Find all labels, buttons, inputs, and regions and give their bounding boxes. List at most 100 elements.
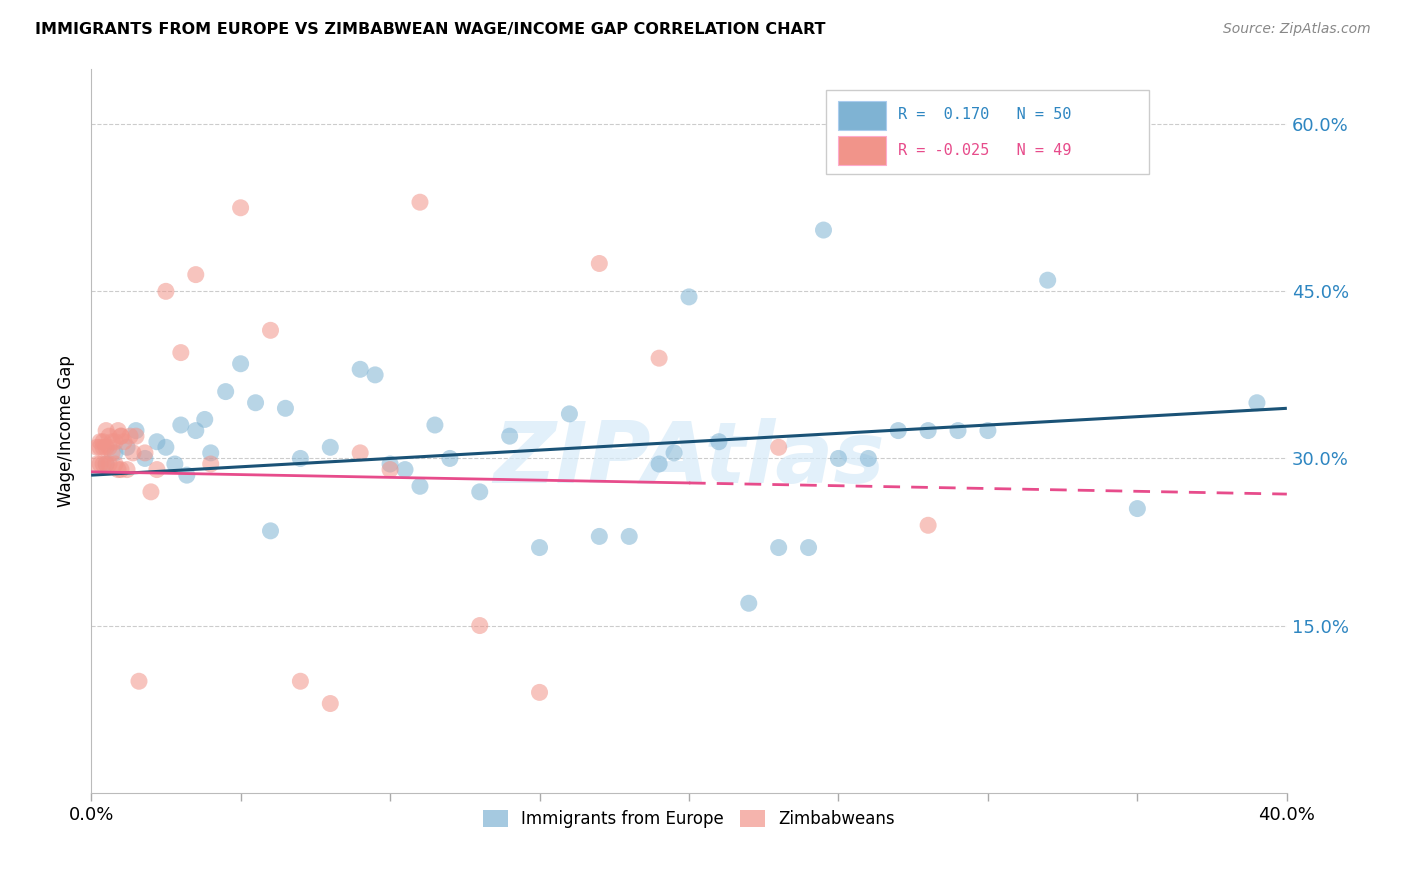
Point [155,440,177,454]
Point [827,451,849,466]
Point [349,362,371,376]
Point [94,457,117,471]
Point [194,412,217,426]
Point [364,368,387,382]
Point [1246,395,1268,409]
Point [768,440,790,454]
Point [110,462,132,476]
Point [678,290,700,304]
Point [648,457,671,471]
Point [394,462,416,476]
Legend: Immigrants from Europe, Zimbabweans: Immigrants from Europe, Zimbabweans [477,804,903,835]
Point [738,596,761,610]
Point [588,256,610,270]
Point [110,429,132,443]
Point [707,434,730,449]
Text: R =  0.170   N = 50: R = 0.170 N = 50 [898,107,1071,121]
Point [946,424,969,438]
Point [101,434,124,449]
Point [259,323,281,337]
Point [139,484,162,499]
Point [200,446,222,460]
Point [170,417,193,432]
Point [1036,273,1059,287]
Point [184,424,207,438]
Point [468,484,491,499]
Point [115,440,138,454]
Point [588,529,610,543]
Point [215,384,238,399]
Point [104,446,127,460]
Point [378,457,401,471]
Point [155,285,177,299]
Point [89,457,111,471]
Point [648,351,671,366]
Point [813,223,835,237]
Point [86,440,108,454]
Point [98,429,121,443]
Point [118,429,141,443]
Point [797,541,820,555]
Point [170,345,193,359]
Point [319,697,342,711]
Point [104,434,127,449]
Text: Source: ZipAtlas.com: Source: ZipAtlas.com [1223,22,1371,37]
Point [125,424,148,438]
Point [409,195,432,210]
Point [229,357,252,371]
Point [134,446,156,460]
Point [94,440,117,454]
Point [768,541,790,555]
Point [86,457,108,471]
Point [259,524,281,538]
Point [977,424,1000,438]
Point [91,434,114,449]
Point [529,685,551,699]
Point [176,468,198,483]
Point [110,429,132,443]
Y-axis label: Wage/Income Gap: Wage/Income Gap [58,355,75,507]
Point [98,457,121,471]
Text: R = -0.025   N = 49: R = -0.025 N = 49 [898,143,1071,158]
Point [89,434,111,449]
Point [423,417,446,432]
Point [104,457,127,471]
Point [319,440,342,454]
Point [94,457,117,471]
Point [274,401,297,416]
Point [439,451,461,466]
Point [529,541,551,555]
Point [89,440,111,454]
Point [134,451,156,466]
Text: ZIPAtlas: ZIPAtlas [494,418,884,501]
Point [163,457,186,471]
Point [245,395,267,409]
FancyBboxPatch shape [827,90,1149,174]
Point [146,462,169,476]
Point [378,462,401,476]
Point [101,446,124,460]
Point [98,440,121,454]
Point [122,446,145,460]
Point [858,451,880,466]
Point [349,446,371,460]
Point [94,424,117,438]
Point [1126,501,1149,516]
Point [558,407,581,421]
Point [917,424,939,438]
FancyBboxPatch shape [838,101,886,130]
Point [662,446,685,460]
Point [619,529,641,543]
Point [146,434,169,449]
Point [91,457,114,471]
FancyBboxPatch shape [838,136,886,165]
Point [290,451,312,466]
Point [112,434,135,449]
Point [125,429,148,443]
Point [200,457,222,471]
Point [184,268,207,282]
Point [91,440,114,454]
Point [115,462,138,476]
Point [468,618,491,632]
Point [887,424,910,438]
